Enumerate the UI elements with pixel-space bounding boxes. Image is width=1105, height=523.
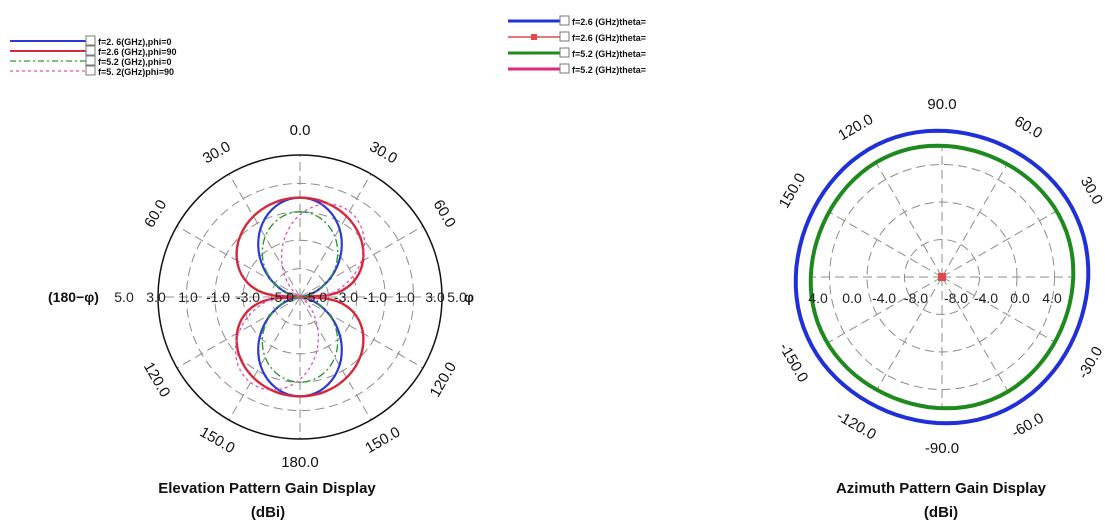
azimuth-radial-tick-left-1: 0.0 xyxy=(842,290,862,306)
azimuth-angle-label-7: -90.0 xyxy=(925,440,959,457)
azimuth-title: Azimuth Pattern Gain Display xyxy=(836,480,1047,497)
legend-box-elev-1 xyxy=(85,45,96,56)
legend-box-azi-1 xyxy=(559,31,570,42)
elevation-radial-tick-right-3: 1.0 xyxy=(395,289,415,305)
legend-label-azi-3: f=5.2 (GHz)theta= xyxy=(572,65,646,75)
azimuth-grid-ring-0 xyxy=(904,239,980,315)
azimuth-grid-spoke-300 xyxy=(941,276,1009,391)
azimuth-angle-label-4: 150.0 xyxy=(776,170,809,211)
azimuth-radial-tick-labels: 4.0 0.0 -4.0 -8.0 -8.0 -4.0 0.0 4.0 xyxy=(808,290,1062,306)
legend-label-azi-2: f=5.2 (GHz)theta= xyxy=(572,49,646,59)
elevation-angle-label-0: 0.0 xyxy=(290,122,311,139)
azimuth-grid-spoke-60 xyxy=(941,163,1009,278)
elevation-radial-tick-right-4: 3.0 xyxy=(425,289,445,305)
elevation-series-line-1 xyxy=(235,196,365,398)
elevation-grid-spoke-240 xyxy=(176,296,301,369)
legend-box-azi-2 xyxy=(559,47,570,58)
elevation-radial-tick-left-2: 1.0 xyxy=(178,289,198,305)
elevation-grid-spoke-330 xyxy=(228,173,301,298)
elevation-plot: 5.0 3.0 1.0 -1.0 -3.0 -5.0 -5.0 -3.0 -1.0 1.0 3.0 5… xyxy=(48,122,474,521)
elevation-radial-tick-right-2: -1.0 xyxy=(363,289,387,305)
legend-box-azi-3 xyxy=(559,63,570,74)
elevation-title: Elevation Pattern Gain Display xyxy=(158,480,376,497)
elevation-angle-label-8: 60.0 xyxy=(430,197,459,231)
elevation-grid-spoke-210 xyxy=(228,296,301,421)
elevation-angle-label-6: 150.0 xyxy=(362,424,403,457)
elevation-radial-tick-right-1: -3.0 xyxy=(334,289,358,305)
azimuth-radial-tick-left-3: -8.0 xyxy=(904,290,928,306)
legend-label-azi-1: f=2.6 (GHz)theta= xyxy=(572,33,646,43)
azimuth-angle-label-1: 60.0 xyxy=(1011,113,1045,142)
azimuth-angle-label-8: -60.0 xyxy=(1009,410,1047,442)
legend-box-azi-0 xyxy=(559,15,570,26)
azimuth-grid-spoke-210 xyxy=(828,276,943,344)
azimuth-radial-tick-right-1: -4.0 xyxy=(974,290,998,306)
elevation-radial-tick-left-3: -1.0 xyxy=(206,289,230,305)
elevation-legend: f=2. 6(GHz),phi=0 f=2.6 (GHz),phi=90 f=5… xyxy=(10,35,177,77)
azimuth-series-layer xyxy=(793,128,1091,426)
elevation-angle-label-4: 150.0 xyxy=(197,424,238,457)
legend-label-elev-3: f=5. 2(GHz)phi=90 xyxy=(98,67,174,77)
elevation-radial-tick-left-5: -5.0 xyxy=(270,289,294,305)
azimuth-angle-label-9: -30.0 xyxy=(1075,344,1105,382)
elevation-grid-spoke-30 xyxy=(299,173,372,298)
elevation-angle-label-9: 30.0 xyxy=(366,138,400,167)
elevation-series-line-2 xyxy=(261,211,339,383)
elevation-grid-spoke-150 xyxy=(299,296,372,421)
legend-box-elev-2 xyxy=(85,55,96,66)
legend-label-azi-0: f=2.6 (GHz)theta= xyxy=(572,17,646,27)
azimuth-angle-label-5: -150.0 xyxy=(775,340,811,385)
azimuth-grid xyxy=(810,145,1074,409)
legend-marker-azi-1 xyxy=(531,34,537,40)
azimuth-series-marker-1 xyxy=(938,273,946,281)
elevation-angle-label-3: 120.0 xyxy=(140,359,173,400)
legend-label-elev-1: f=2.6 (GHz),phi=90 xyxy=(98,47,177,57)
azimuth-grid-spoke-330 xyxy=(941,276,1056,344)
elevation-left-axis-label: (180−φ) xyxy=(48,289,99,305)
azimuth-radial-tick-right-0: -8.0 xyxy=(944,290,968,306)
elevation-radial-tick-left-0: 5.0 xyxy=(114,289,134,305)
legend-label-elev-0: f=2. 6(GHz),phi=0 xyxy=(98,37,172,47)
elevation-series-layer xyxy=(234,196,366,398)
legend-box-elev-3 xyxy=(85,65,96,76)
azimuth-grid-spoke-120 xyxy=(875,163,943,278)
azimuth-radial-tick-left-0: 4.0 xyxy=(808,290,828,306)
elevation-radial-tick-right-5: 5.0 xyxy=(447,289,467,305)
elevation-radial-tick-labels: 5.0 3.0 1.0 -1.0 -3.0 -5.0 -5.0 -3.0 -1.0 1.0 3.0 5… xyxy=(114,289,467,305)
azimuth-radial-tick-right-2: 0.0 xyxy=(1010,290,1030,306)
azimuth-angle-label-6: -120.0 xyxy=(834,408,879,444)
elevation-radial-tick-right-0: -5.0 xyxy=(303,289,327,305)
elevation-radial-tick-left-1: 3.0 xyxy=(146,289,166,305)
legend-label-elev-2: f=5.2 (GHz),phi=0 xyxy=(98,57,172,67)
elevation-angle-label-2: 60.0 xyxy=(141,197,170,231)
azimuth-series-line-2 xyxy=(808,143,1076,411)
azimuth-angle-label-0: 90.0 xyxy=(927,96,956,113)
azimuth-series-line-0 xyxy=(793,128,1091,426)
azimuth-grid-spoke-30 xyxy=(941,210,1056,278)
elevation-angle-label-7: 120.0 xyxy=(427,359,460,400)
elevation-grid-spoke-120 xyxy=(299,296,424,369)
azimuth-angle-label-2: 30.0 xyxy=(1077,174,1105,208)
elevation-angle-label-1: 30.0 xyxy=(200,138,234,167)
legend-box-elev-0 xyxy=(85,35,96,46)
elevation-outer-ring xyxy=(157,154,443,440)
azimuth-radial-tick-left-2: -4.0 xyxy=(872,290,896,306)
azimuth-plot: 4.0 0.0 -4.0 -8.0 -8.0 -4.0 0.0 4.0 90.0 60.0 30.… xyxy=(775,96,1105,521)
azimuth-legend: f=2.6 (GHz)theta= f=2.6 (GHz)theta= f=5.… xyxy=(508,15,646,75)
elevation-grid-spoke-300 xyxy=(176,225,301,298)
elevation-series-line-3 xyxy=(234,203,366,391)
azimuth-grid-spoke-240 xyxy=(875,276,943,391)
elevation-right-axis-label: φ xyxy=(464,289,474,305)
elevation-radial-tick-left-4: -3.0 xyxy=(236,289,260,305)
elevation-unit-label: (dBi) xyxy=(251,504,285,521)
azimuth-angle-label-3: 120.0 xyxy=(835,111,876,144)
azimuth-radial-tick-right-3: 4.0 xyxy=(1042,290,1062,306)
azimuth-unit-label: (dBi) xyxy=(924,504,958,521)
elevation-angle-label-5: 180.0 xyxy=(281,454,319,471)
azimuth-grid-spoke-150 xyxy=(828,210,943,278)
